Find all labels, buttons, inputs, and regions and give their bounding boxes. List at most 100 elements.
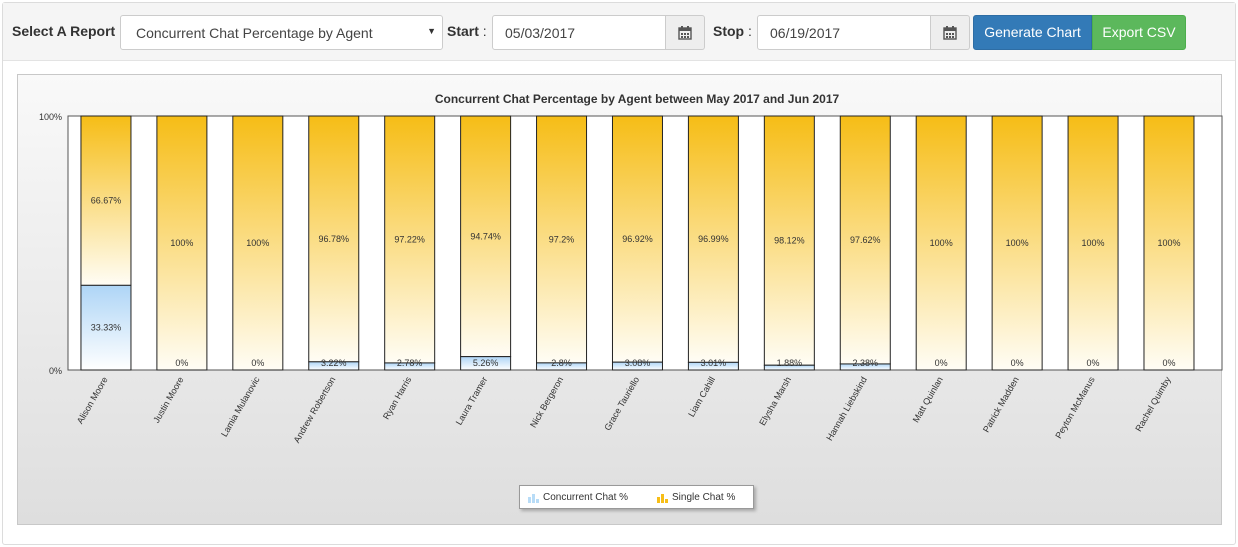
bar-single [460,115,512,358]
data-label-concurrent: 0% [1162,358,1175,368]
data-label-single: 96.78% [318,234,349,244]
start-label-text: Start [447,23,479,39]
start-calendar-button[interactable] [666,15,705,50]
data-label-single: 97.22% [394,234,425,244]
x-tick-label: Lamia Mulanovic [219,375,262,439]
stop-label-text: Stop [713,23,745,39]
caret-down-icon: ▼ [427,26,436,36]
legend-label-single: Single Chat % [672,492,736,503]
data-label-concurrent: 5.26% [473,358,499,368]
x-tick-label: Ryan Harris [381,375,414,422]
bar-chart-icon [657,494,668,503]
bar-concurrent [687,361,739,371]
report-select[interactable]: Concurrent Chat Percentage by Agent ▼ [120,15,443,50]
data-label-single: 100% [246,238,269,248]
data-label-concurrent: 2.38% [852,358,878,368]
calendar-icon [678,26,692,40]
data-label-single: 100% [170,238,193,248]
stop-calendar-button[interactable] [931,15,970,50]
start-label-sep: : [482,23,487,39]
x-tick-label: Nick Bergeron [528,375,565,429]
data-label-single: 100% [1157,238,1180,248]
bar-single [991,115,1043,371]
x-labels-group: Alison Moore Justin Moore Lamia Mulanovic A… [75,375,1173,445]
bar-single [232,115,284,371]
x-tick-label: Justin Moore [151,375,185,425]
x-tick-label: Elysha Marsh [757,375,793,427]
bar-concurrent [460,356,512,371]
data-label-concurrent: 3.01% [701,358,727,368]
data-label-concurrent: 33.33% [91,323,122,333]
data-label-concurrent: 0% [935,358,948,368]
data-label-single: 97.2% [549,234,575,244]
data-label-single: 98.12% [774,236,805,246]
data-label-concurrent: 3.22% [321,358,347,368]
export-csv-button[interactable]: Export CSV [1092,15,1186,50]
bars-group: 66.67% 33.33% 100% 0% 100% 0% 96.78% 3.22% 97.22… [80,115,1195,371]
bar-concurrent [308,361,360,371]
chart-title: Concurrent Chat Percentage by Agent betw… [435,92,840,106]
data-label-single: 97.62% [850,235,881,245]
bar-single [308,115,360,363]
bar-concurrent [839,363,891,371]
start-label: Start : [447,23,487,39]
report-toolbar: Select A Report Concurrent Chat Percenta… [3,3,1235,61]
bar-concurrent [763,364,815,371]
data-label-concurrent: 0% [1011,358,1024,368]
stop-label-sep: : [748,23,752,39]
x-tick-label: Grace Tauriello [602,375,641,432]
y-tick-top: 100% [39,112,62,122]
bar-single [536,115,588,364]
x-tick-label: Liam Cahill [686,375,717,419]
data-label-concurrent: 0% [1087,358,1100,368]
data-label-single: 96.99% [698,234,729,244]
chart-svg: Concurrent Chat Percentage by Agent betw… [39,92,1223,445]
start-date-input[interactable]: 05/03/2017 [492,15,666,50]
data-label-concurrent: 2.8% [551,358,572,368]
data-label-single: 94.74% [470,231,501,241]
bar-single [687,115,739,363]
x-tick-label: Hannah Liebskind [824,375,869,442]
x-tick-label: Andrew Robertson [292,375,338,445]
data-label-concurrent: 0% [251,358,264,368]
x-tick-label: Patrick Madden [981,375,1021,434]
generate-chart-button[interactable]: Generate Chart [973,15,1092,50]
stop-date-value: 06/19/2017 [770,25,841,41]
bar-concurrent [384,362,436,371]
stop-label: Stop : [713,23,752,39]
bar-concurrent [611,361,663,371]
x-tick-label: Alison Moore [75,375,110,425]
bar-concurrent [80,284,132,371]
report-label: Select A Report [12,23,116,39]
stop-date-input[interactable]: 06/19/2017 [757,15,931,50]
chart-legend: Concurrent Chat % Single Chat % [519,485,754,509]
x-tick-label: Peyton McManus [1053,375,1097,441]
x-tick-label: Rachel Quimby [1133,375,1173,434]
data-label-single: 66.67% [91,196,122,206]
bar-single [915,115,967,371]
x-tick-label: Laura Tramer [454,375,490,427]
bar-single [839,115,891,365]
report-select-value: Concurrent Chat Percentage by Agent [136,25,373,41]
data-label-concurrent: 1.88% [777,358,803,368]
bar-concurrent [536,362,588,371]
chart-area: Concurrent Chat Percentage by Agent betw… [17,74,1223,525]
start-date-value: 05/03/2017 [505,25,576,41]
bar-chart-icon [528,494,539,503]
y-tick-bottom: 0% [49,366,62,376]
data-label-single: 96.92% [622,234,653,244]
calendar-icon [943,26,957,40]
legend-label-concurrent: Concurrent Chat % [543,492,629,503]
data-label-concurrent: 2.78% [397,358,423,368]
bar-single [384,115,436,364]
data-label-single: 100% [1082,238,1105,248]
data-label-concurrent: 0% [175,358,188,368]
x-tick-label: Matt Quinlan [911,375,945,424]
bar-single [763,115,815,366]
data-label-single: 100% [930,238,953,248]
bar-single [1143,115,1195,371]
data-label-single: 100% [1006,238,1029,248]
bar-single [1067,115,1119,371]
bar-single [156,115,208,371]
